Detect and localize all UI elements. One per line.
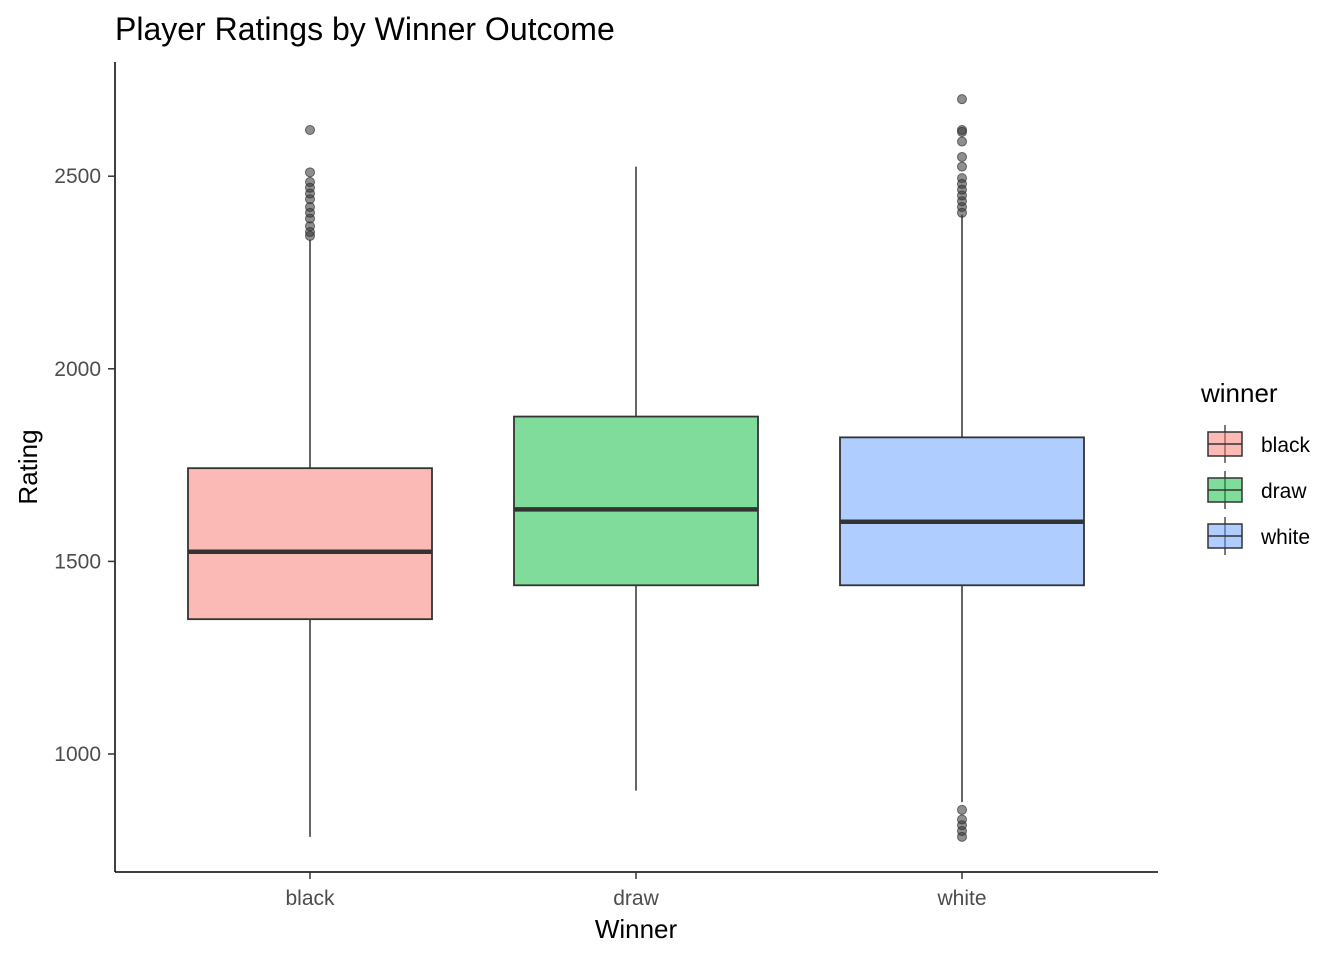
legend-key-black bbox=[1207, 425, 1243, 463]
outlier-point-black-9 bbox=[305, 176, 315, 187]
x-tick-label-black: black bbox=[285, 887, 335, 910]
legend: winner black draw white bbox=[1200, 378, 1311, 555]
outlier-point-black-10 bbox=[305, 167, 315, 178]
box-body-black bbox=[187, 467, 433, 621]
box-black bbox=[187, 124, 433, 837]
legend-key-white bbox=[1207, 517, 1243, 555]
outlier-point-white-11 bbox=[957, 173, 967, 184]
legend-key-draw bbox=[1207, 471, 1243, 509]
y-axis-ticks: 1000 1500 2000 2500 bbox=[54, 165, 115, 766]
outlier-point-white-16 bbox=[957, 124, 967, 135]
outlier-point-white-13 bbox=[957, 151, 967, 162]
legend-label-black: black bbox=[1261, 434, 1311, 457]
plot-area bbox=[187, 94, 1085, 842]
outlier-point-white-3 bbox=[957, 814, 967, 825]
y-tick-label-2500: 2500 bbox=[54, 165, 101, 188]
y-tick-label-2000: 2000 bbox=[54, 358, 101, 381]
chart-title: Player Ratings by Winner Outcome bbox=[115, 11, 615, 47]
box-body-draw bbox=[513, 415, 759, 587]
outlier-point-white-4 bbox=[957, 804, 967, 815]
outlier-point-white-12 bbox=[957, 161, 967, 172]
y-tick-label-1000: 1000 bbox=[54, 743, 101, 766]
x-axis-ticks: black draw white bbox=[285, 872, 987, 910]
box-body-white bbox=[839, 436, 1085, 587]
outlier-point-white-17 bbox=[957, 94, 967, 105]
x-tick-label-white: white bbox=[936, 887, 986, 910]
box-white bbox=[839, 94, 1085, 842]
legend-title: winner bbox=[1200, 378, 1278, 408]
legend-label-white: white bbox=[1260, 526, 1310, 549]
y-tick-label-1500: 1500 bbox=[54, 550, 101, 573]
x-tick-label-draw: draw bbox=[613, 887, 659, 910]
box-draw bbox=[513, 166, 759, 791]
outlier-point-white-14 bbox=[957, 136, 967, 147]
x-axis-title: Winner bbox=[595, 914, 678, 944]
outlier-point-black-11 bbox=[305, 124, 315, 135]
legend-label-draw: draw bbox=[1261, 480, 1307, 503]
y-axis-title: Rating bbox=[13, 429, 43, 504]
